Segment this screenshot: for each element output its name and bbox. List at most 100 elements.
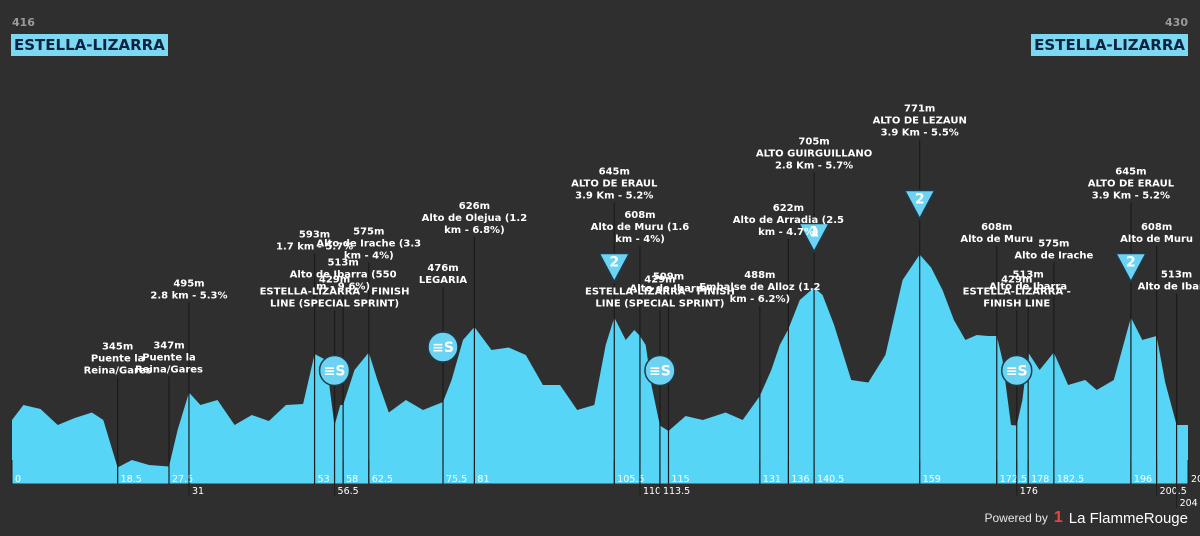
marker-lines-layer [117,139,1178,484]
point-label-line: Reina/Gares [135,365,203,376]
x-tick-label: 58 [346,474,358,485]
point-label-line: ALTO GUIRGUILLANO [756,149,872,160]
kom-category-icon [903,189,936,221]
point-label-line: 705m [798,137,829,148]
point-label-line: 513m [327,258,358,269]
x-tick-label: 27.5 [172,474,193,485]
profile-layer [12,254,1188,485]
brand-name: La FlammeRouge [1068,509,1188,527]
point-label-line: FINISH LINE [983,299,1050,310]
x-tick-label: 206 [1191,474,1200,485]
point-label-line: 608m [624,210,655,221]
x-tick-label: 81 [477,474,489,485]
point-label-line: ESTELLA-LIZARRA - FINISH [260,287,410,298]
sprint-icon [644,354,676,387]
start-location-badge: ESTELLA-LIZARRA [11,34,168,56]
point-label-line: 347m [153,341,184,352]
classification-icons-layer: ≡S ≡S 2 ≡S 1 2 ≡S 2 [318,189,1148,387]
x-tick-label: 176 [1020,486,1038,497]
point-label-line: Alto de Irache [1014,251,1093,262]
point-label-line: 608m [981,222,1012,233]
kom-category-icon [598,252,631,284]
point-label-line: 509m [653,272,684,283]
point-label-line: km - 4%) [615,234,665,245]
powered-by-label: Powered by [984,511,1048,525]
x-tick-label: 140.5 [817,474,844,485]
sprint-icon-glyph: ≡S [432,340,454,356]
sprint-icon-glyph: ≡S [649,364,671,380]
point-label-line: km - 6.2%) [730,294,791,305]
point-label-line: 645m [599,167,630,178]
point-label-line: 622m [773,203,804,214]
point-label-line: Alto de Ibarra [989,282,1067,293]
point-label-line: km - 4.7%) [758,227,819,238]
point-label-line: Alto de Muru [960,234,1033,245]
point-label-line: 429m [1001,275,1032,286]
point-label-line: 626m [459,201,490,212]
x-tick-label: 31 [192,486,204,497]
point-label-line: m - 9.6%) [316,282,370,293]
point-label-line: LINE (SPECIAL SPRINT) [595,299,724,310]
kom-category-icon [1114,252,1148,284]
point-label-line: 3.9 Km - 5.2% [1092,191,1170,202]
x-tick-label: 172.5 [1000,474,1027,485]
point-label-line: 513m [1013,270,1044,281]
point-label-line: 495m [173,279,204,290]
point-label-line: Alto de Olejua (1.2 [422,213,528,224]
sprint-icon-glyph: ≡S [1006,364,1028,380]
finish-location-badge: ESTELLA-LIZARRA [1031,34,1188,56]
start-altitude: 416 [12,16,35,29]
point-label-line: ESTELLA-LIZARRA - [963,287,1071,298]
point-label-line: ALTO DE LEZAUN [873,116,967,127]
x-tick-label: 62.5 [372,474,393,485]
point-label-line: 429m [644,275,675,286]
flamme-rouge-logo-icon: 1 [1053,509,1063,526]
x-tick-label: 113.5 [663,486,690,497]
point-label-line: Alto de Ibarra (550 [290,270,397,281]
sprint-icon [1000,354,1033,387]
x-tick-label: 53 [318,474,330,485]
kom-category-label: 2 [609,255,619,271]
point-label-line: 2.8 Km - 5.7% [775,161,853,172]
point-label-line: Alto de Ibarra [1138,282,1200,293]
x-tick-label: 196 [1134,474,1152,485]
x-tick-label: 0 [15,474,21,485]
x-tick-label: 75.5 [446,474,467,485]
kom-category-label: 2 [915,192,925,208]
point-label-line: ESTELLA-LIZARRA - FINISH [585,287,735,298]
point-label-line: 593m [299,230,330,241]
point-label-line: 1.7 km - 5.7% [276,242,353,253]
point-label-line: ALTO DE ERAUL [571,179,658,190]
x-tick-label: 136 [791,474,809,485]
point-label-line: 3.9 Km - 5.2% [575,191,653,202]
point-label-line: Embalse de Alloz (1.2 [699,282,820,293]
point-label-line: 476m [427,263,458,274]
x-tick-label: 182.5 [1057,474,1084,485]
x-tick-label: 105.5 [617,474,644,485]
sprint-icon [318,354,351,387]
point-label-line: 2.8 km - 5.3% [150,291,227,302]
x-tick-label: 159 [923,474,941,485]
point-label-line: Reina/Gares [84,366,152,377]
point-label-line: km - 6.8%) [444,225,505,236]
point-label-line: Alto de Arradia (2.5 [733,215,844,226]
point-label-line: 608m [1141,222,1172,233]
x-tick-label: 115 [672,474,690,485]
sprint-icon-glyph: ≡S [324,364,346,380]
powered-by-footer: Powered by 1 La FlammeRouge [984,509,1188,527]
point-label-line: 575m [1038,239,1069,250]
point-label-line: Puente la [91,354,145,365]
point-label-line: Alto de Muru [1120,234,1193,245]
point-label-line: 645m [1115,167,1146,178]
elevation-profile-area [12,254,1188,484]
x-tick-label: 178 [1031,474,1049,485]
point-label-line: km - 4%) [344,251,394,262]
finish-altitude: 430 [1165,16,1188,29]
x-tick-label: 18.5 [121,474,142,485]
x-tick-label: 110 [643,486,661,497]
point-label-line: 488m [744,270,775,281]
kom-category-label: 2 [1126,255,1136,271]
